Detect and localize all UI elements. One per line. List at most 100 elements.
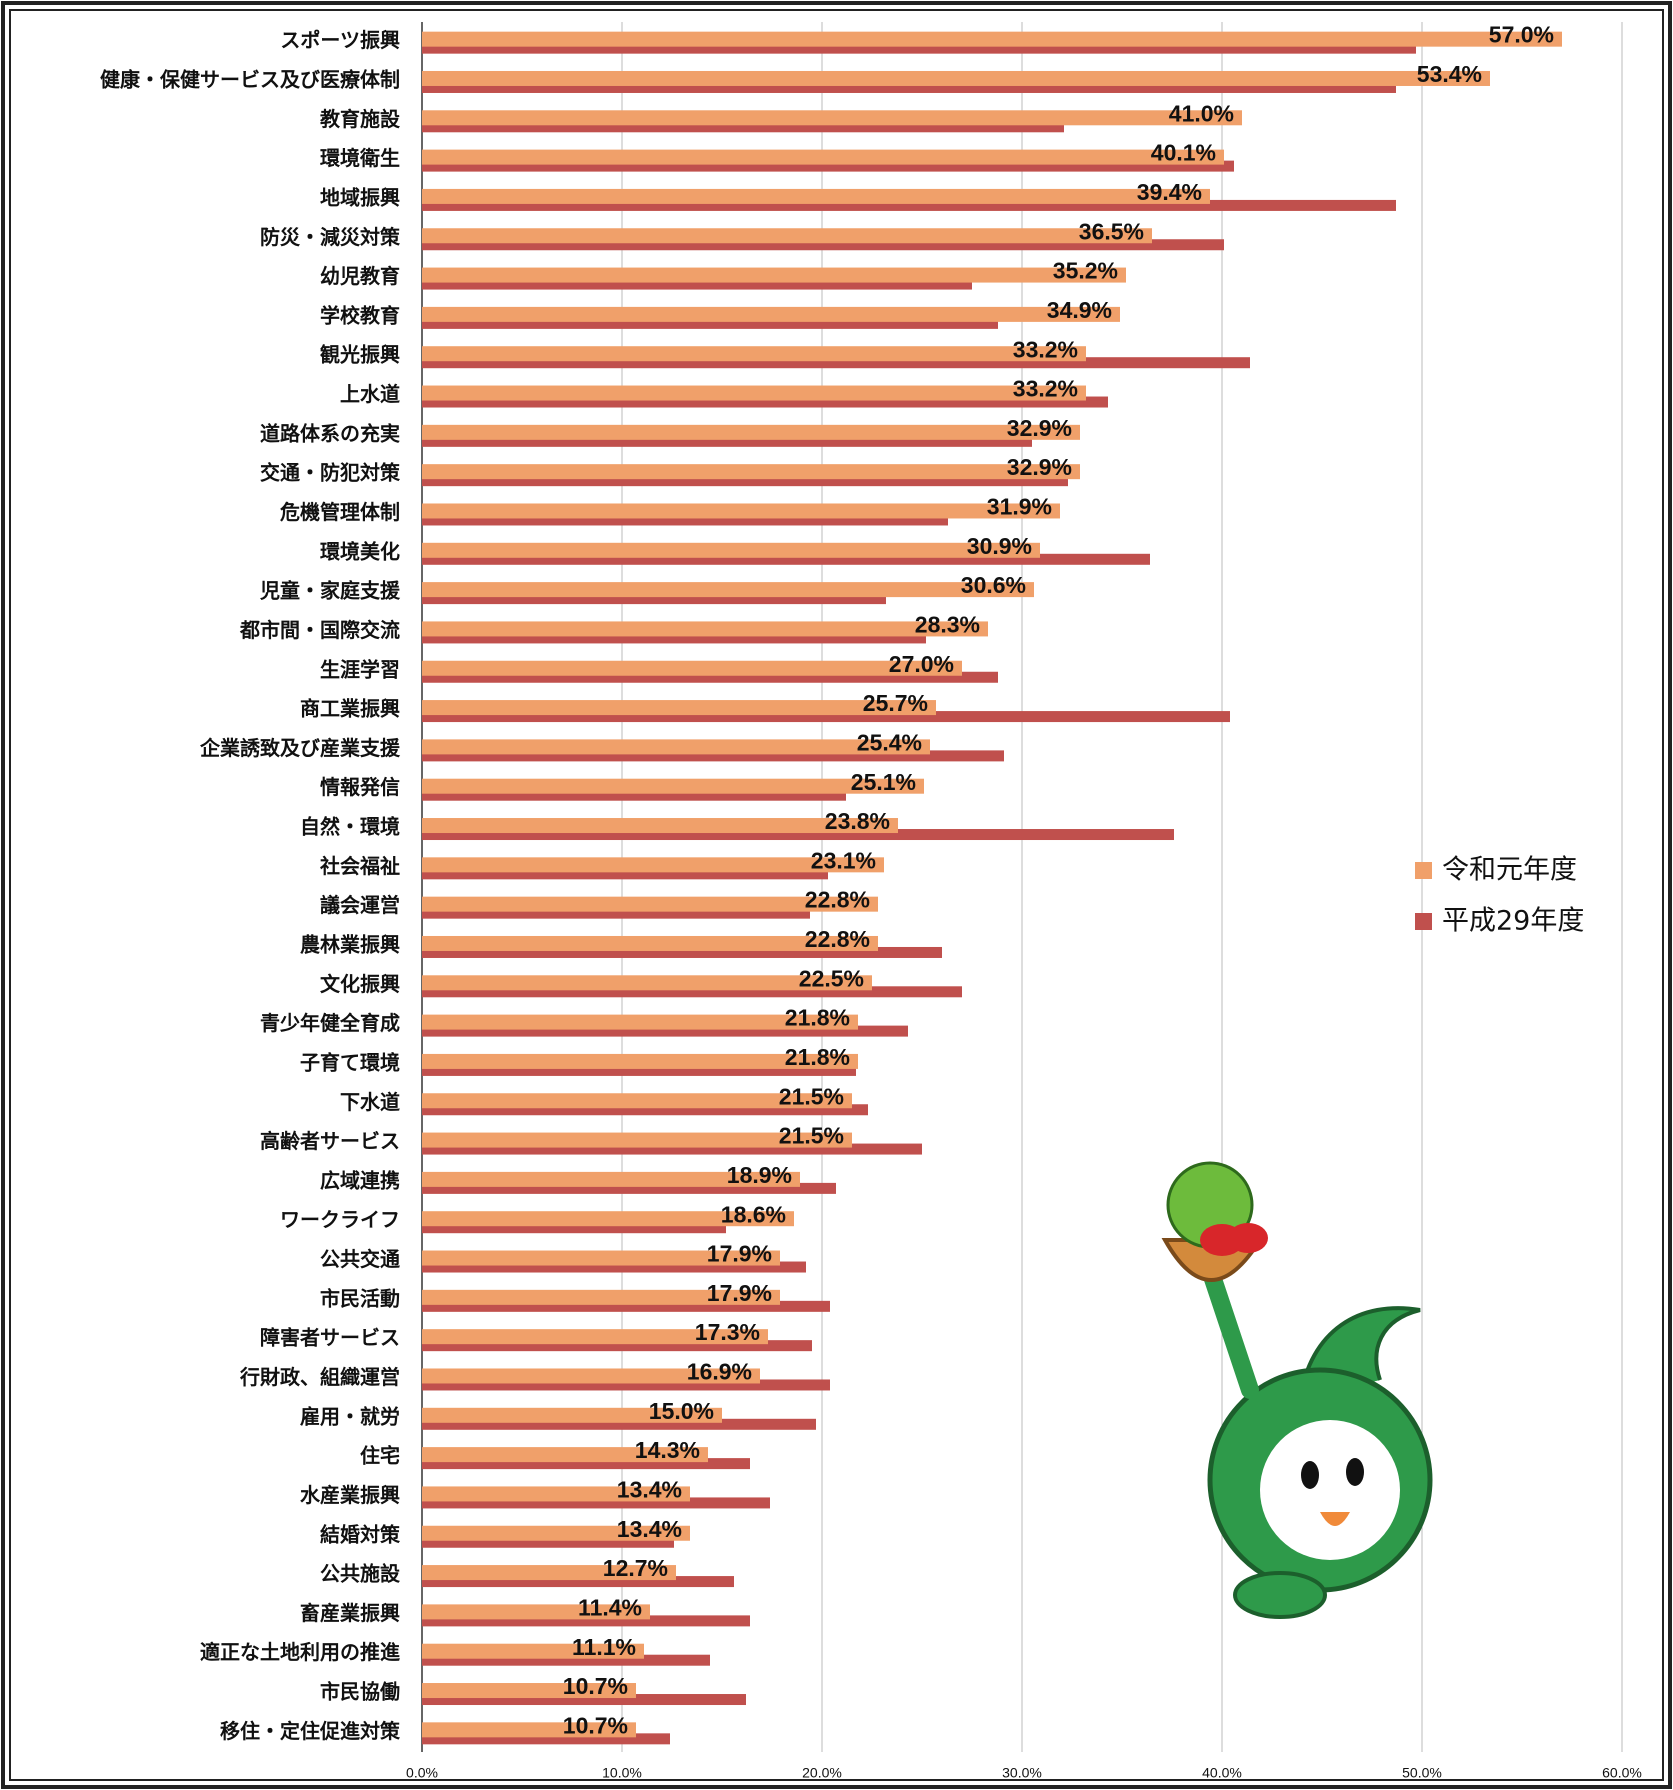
value-label: 32.9% xyxy=(1007,454,1072,480)
value-label: 21.5% xyxy=(779,1123,844,1149)
value-label: 11.1% xyxy=(572,1634,636,1660)
bar xyxy=(422,32,1562,47)
mascot-eye xyxy=(1301,1461,1319,1489)
category-label: 雇用・就労 xyxy=(300,1404,400,1428)
mascot-foot xyxy=(1235,1573,1325,1617)
legend-swatch xyxy=(1415,913,1432,930)
category-label: 農林業振興 xyxy=(300,932,400,956)
value-label: 17.3% xyxy=(695,1319,760,1345)
category-label: 学校教育 xyxy=(320,303,400,327)
bar xyxy=(422,739,930,754)
category-label: 行財政、組織運営 xyxy=(239,1365,400,1389)
x-tick-label: 60.0% xyxy=(1602,1765,1642,1781)
x-tick-label: 40.0% xyxy=(1202,1765,1242,1781)
category-label: 結婚対策 xyxy=(320,1522,401,1546)
category-label: 青少年健全育成 xyxy=(260,1011,400,1035)
category-label: 移住・定住促進対策 xyxy=(220,1719,401,1743)
value-label: 33.2% xyxy=(1013,336,1078,362)
value-label: 25.4% xyxy=(857,729,922,755)
value-label: 23.8% xyxy=(825,808,890,834)
category-label: 環境美化 xyxy=(320,539,400,563)
bar xyxy=(422,71,1490,86)
category-label: 広域連携 xyxy=(320,1168,400,1192)
x-tick-label: 30.0% xyxy=(1002,1765,1042,1781)
mascot-eye xyxy=(1346,1458,1364,1486)
value-label: 22.5% xyxy=(799,965,864,991)
value-label: 18.6% xyxy=(721,1201,786,1227)
bar xyxy=(422,189,1210,204)
value-label: 10.7% xyxy=(563,1712,628,1738)
bar xyxy=(422,621,988,636)
mascot-arm xyxy=(1210,1270,1250,1390)
value-label: 21.5% xyxy=(779,1083,844,1109)
chart: 0.0%10.0%20.0%30.0%40.0%50.0%60.0%スポーツ振興… xyxy=(0,0,1673,1790)
bar xyxy=(422,779,924,794)
value-label: 25.7% xyxy=(863,690,928,716)
legend-label: 令和元年度 xyxy=(1442,855,1577,886)
value-label: 53.4% xyxy=(1417,61,1482,87)
category-label: 危機管理体制 xyxy=(280,500,400,524)
value-label: 12.7% xyxy=(603,1555,668,1581)
strawberry xyxy=(1228,1223,1268,1253)
bar xyxy=(422,386,1086,401)
legend-swatch xyxy=(1415,862,1432,879)
value-label: 39.4% xyxy=(1137,179,1202,205)
category-label: 水産業振興 xyxy=(300,1483,400,1507)
category-label: 児童・家庭支援 xyxy=(259,579,401,603)
category-label: 下水道 xyxy=(340,1090,400,1114)
value-label: 10.7% xyxy=(563,1673,628,1699)
category-label: 環境衛生 xyxy=(320,146,400,170)
value-label: 36.5% xyxy=(1079,218,1144,244)
category-label: 畜産業振興 xyxy=(300,1601,400,1625)
bar xyxy=(422,307,1120,322)
bar xyxy=(422,110,1242,125)
category-label: 文化振興 xyxy=(320,972,400,996)
category-label: 教育施設 xyxy=(320,107,401,131)
category-label: 企業誘致及び産業支援 xyxy=(199,736,401,760)
value-label: 13.4% xyxy=(617,1477,682,1503)
value-label: 21.8% xyxy=(785,1044,850,1070)
category-label: 市民協働 xyxy=(320,1680,400,1704)
value-label: 33.2% xyxy=(1013,376,1078,402)
category-label: 都市間・国際交流 xyxy=(239,618,400,642)
bar xyxy=(422,582,1034,597)
x-tick-label: 10.0% xyxy=(602,1765,642,1781)
value-label: 14.3% xyxy=(635,1437,700,1463)
value-label: 18.9% xyxy=(727,1162,792,1188)
x-tick-label: 50.0% xyxy=(1402,1765,1442,1781)
category-label: 公共施設 xyxy=(320,1562,401,1586)
category-label: 地域振興 xyxy=(320,185,400,209)
category-label: 障害者サービス xyxy=(260,1326,400,1350)
bar xyxy=(422,464,1080,479)
value-label: 30.9% xyxy=(967,533,1032,559)
mascot xyxy=(1165,1163,1430,1617)
bar xyxy=(422,661,962,676)
value-label: 31.9% xyxy=(987,494,1052,520)
value-label: 13.4% xyxy=(617,1516,682,1542)
category-label: 幼児教育 xyxy=(320,264,400,288)
bar xyxy=(422,503,1060,518)
value-label: 30.6% xyxy=(961,572,1026,598)
category-label: 情報発信 xyxy=(320,775,400,799)
x-tick-label: 20.0% xyxy=(802,1765,842,1781)
category-label: 住宅 xyxy=(360,1444,400,1468)
value-label: 15.0% xyxy=(649,1398,714,1424)
value-label: 32.9% xyxy=(1007,415,1072,441)
value-label: 21.8% xyxy=(785,1005,850,1031)
value-label: 57.0% xyxy=(1489,22,1554,48)
bar xyxy=(422,543,1040,558)
category-label: 子育て環境 xyxy=(300,1050,400,1074)
bar xyxy=(422,425,1080,440)
bar xyxy=(422,700,936,715)
value-label: 22.8% xyxy=(805,926,870,952)
value-label: 27.0% xyxy=(889,651,954,677)
category-label: 上水道 xyxy=(340,382,400,406)
category-label: 市民活動 xyxy=(320,1286,400,1310)
category-label: 防災・減災対策 xyxy=(260,225,401,249)
category-label: 議会運営 xyxy=(320,893,400,917)
category-label: 適正な土地利用の推進 xyxy=(200,1640,400,1664)
value-label: 40.1% xyxy=(1151,140,1216,166)
value-label: 23.1% xyxy=(811,847,876,873)
mascot-face xyxy=(1260,1420,1400,1560)
category-label: 交通・防犯対策 xyxy=(260,461,401,485)
